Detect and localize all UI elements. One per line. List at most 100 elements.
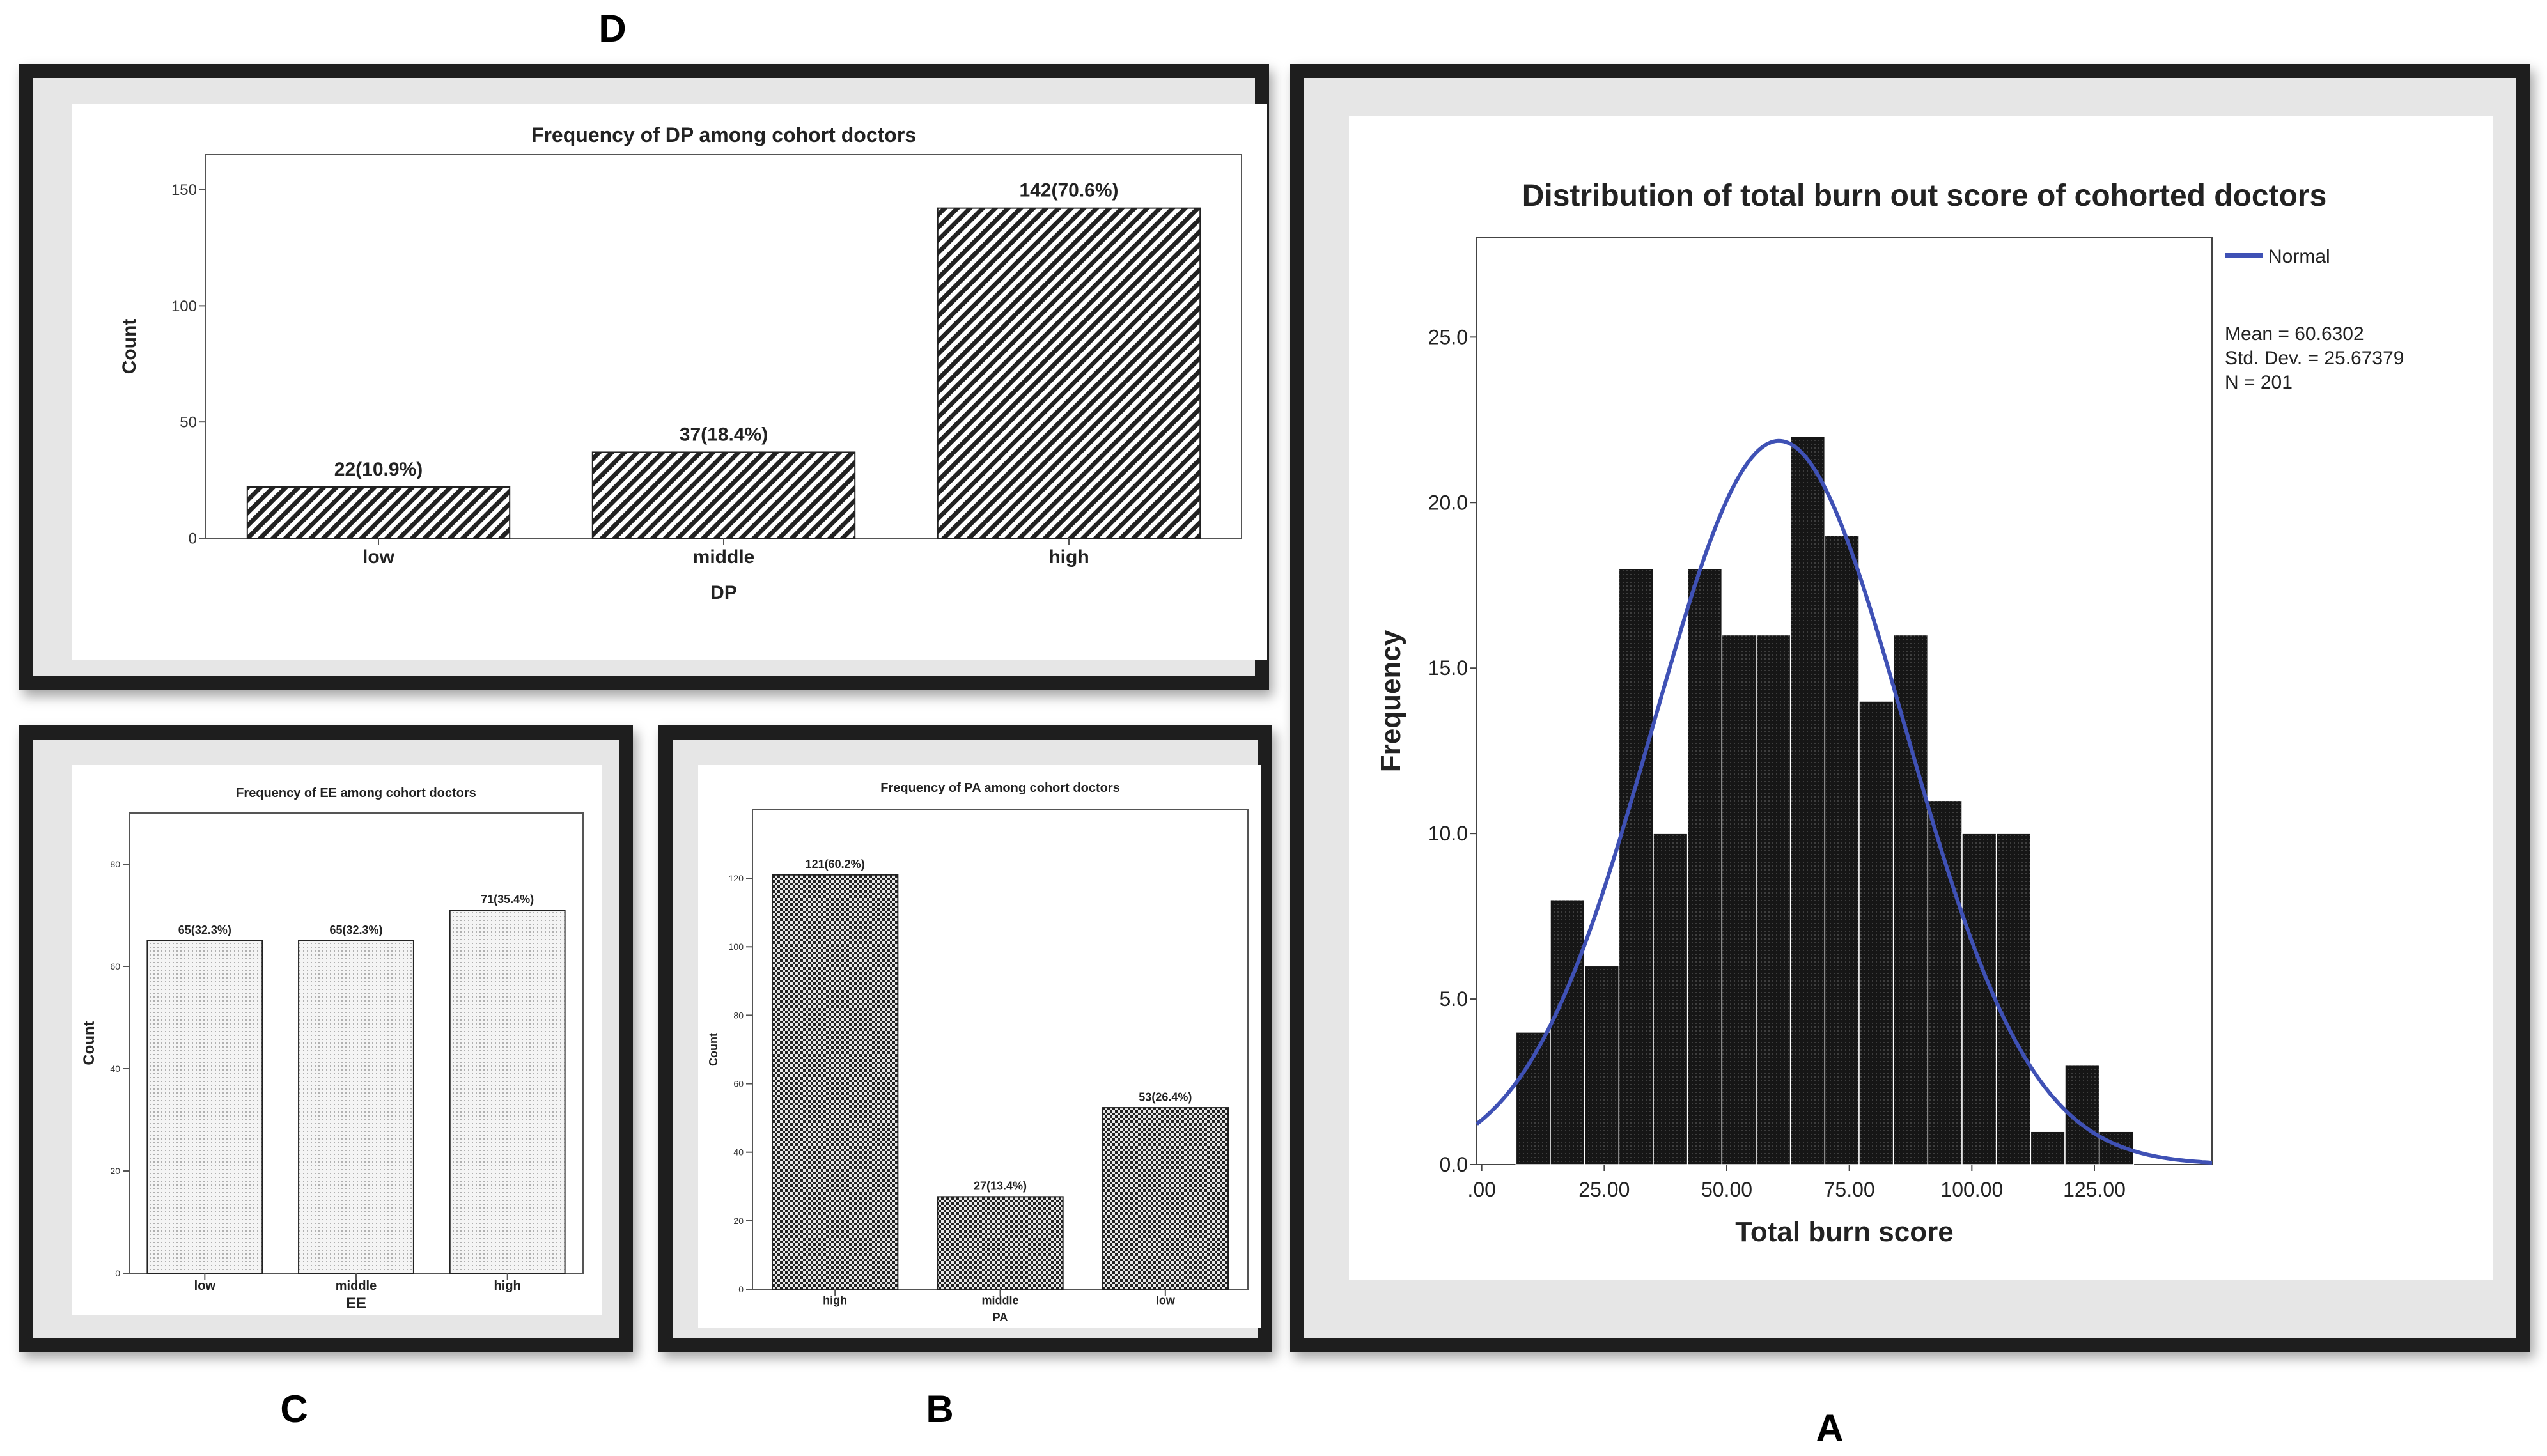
panel-c-plot-area: Frequency of EE among cohort doctors 0 20 4… — [72, 765, 602, 1315]
y-tick-label: 10.0 — [1428, 822, 1468, 845]
x-tick-label: low — [362, 546, 395, 568]
chart-c-title: Frequency of EE among cohort doctors — [236, 786, 476, 800]
data-label: 65(32.3%) — [329, 924, 382, 936]
bar-high — [449, 910, 566, 1274]
y-axis-label: Count — [707, 1033, 720, 1066]
stats-line: N = 201 — [2225, 372, 2293, 393]
x-axis-label: Total burn score — [1735, 1216, 1953, 1248]
y-tick-label: 50 — [180, 414, 197, 431]
y-tick-label: 15.0 — [1428, 656, 1468, 679]
bar-middle — [937, 1196, 1064, 1290]
y-tick-label: 80 — [110, 859, 120, 869]
x-tick-label: 100.00 — [1940, 1178, 2003, 1201]
y-tick-label: 5.0 — [1440, 987, 1468, 1011]
data-label: 22(10.9%) — [334, 459, 423, 480]
x-tick-label: middle — [336, 1279, 377, 1293]
bar-low — [1102, 1107, 1229, 1290]
y-tick-label: 20 — [733, 1216, 744, 1226]
y-tick-label: 150 — [171, 182, 197, 199]
histogram-bar — [1789, 435, 1826, 1165]
y-tick-label: 60 — [733, 1078, 744, 1088]
data-label: 142(70.6%) — [1019, 180, 1118, 201]
x-tick-label: 25.00 — [1578, 1178, 1630, 1201]
bar-low — [146, 940, 263, 1274]
panel-letter-a: A — [1816, 1407, 1844, 1450]
x-tick-label: .00 — [1467, 1178, 1495, 1201]
x-axis-label: PA — [993, 1311, 1008, 1324]
normal-curve — [1476, 438, 2213, 1165]
histogram-bar — [1995, 833, 2032, 1165]
y-tick-label: 60 — [110, 961, 120, 972]
y-tick-label: 20 — [110, 1166, 120, 1176]
y-tick-label: 25.0 — [1428, 325, 1468, 348]
x-axis-label: DP — [710, 582, 737, 603]
data-label: 53(26.4%) — [1139, 1090, 1192, 1103]
x-tick-label: middle — [981, 1294, 1018, 1306]
y-tick-label: 20.0 — [1428, 491, 1468, 514]
data-label: 37(18.4%) — [680, 424, 768, 445]
y-axis-label: Frequency — [1375, 630, 1406, 772]
x-axis-label: EE — [346, 1295, 366, 1312]
stats-line: Mean = 60.6302 — [2225, 323, 2364, 345]
histogram-bar — [1618, 568, 1654, 1165]
histogram-bar — [1515, 1032, 1551, 1165]
x-tick-label: high — [1048, 546, 1089, 568]
panel-b-plot-area: Frequency of PA among cohort doctors 0 20 4… — [698, 765, 1261, 1328]
y-tick-label: 40 — [110, 1064, 120, 1074]
chart-c: Frequency of EE among cohort doctors 0 20 4… — [81, 786, 584, 1312]
chart-d-title: Frequency of DP among cohort doctors — [531, 123, 916, 146]
x-tick-label: low — [194, 1279, 216, 1293]
y-tick-label: 0 — [115, 1268, 120, 1278]
histogram-bar — [1892, 634, 1929, 1165]
bar-high — [937, 207, 1201, 539]
y-axis-label: Count — [81, 1021, 98, 1065]
panel-d-frame: Frequency of DP among cohort doctors 0 50 1… — [19, 64, 1269, 690]
histogram-bar — [2030, 1131, 2066, 1165]
panel-a-plot-area: Distribution of total burn out score of … — [1349, 116, 2493, 1280]
bar-high — [772, 874, 899, 1290]
y-tick-label: 0 — [189, 530, 197, 547]
panel-letter-d: D — [598, 7, 627, 50]
data-label: 121(60.2%) — [806, 858, 865, 871]
histogram-bar — [1824, 535, 1860, 1165]
panel-c-frame: Frequency of EE among cohort doctors 0 20 4… — [19, 725, 633, 1352]
data-label: 71(35.4%) — [481, 893, 534, 906]
legend-normal-label: Normal — [2268, 246, 2330, 267]
chart-a: Distribution of total burn out score of … — [1375, 179, 2404, 1248]
bar-middle — [591, 451, 856, 539]
y-tick-label: 100 — [729, 941, 744, 952]
histogram-bar — [1756, 634, 1791, 1165]
y-tick-label: 40 — [733, 1147, 744, 1158]
y-tick-label: 0.0 — [1440, 1153, 1468, 1176]
x-tick-label: high — [494, 1279, 521, 1293]
histogram-bar — [1653, 833, 1688, 1165]
x-tick-label: middle — [693, 546, 755, 568]
histogram-bar — [1858, 701, 1894, 1165]
y-tick-label: 0 — [738, 1284, 744, 1294]
panel-letter-b: B — [926, 1388, 954, 1430]
panel-b-frame: Frequency of PA among cohort doctors 0 20 4… — [658, 725, 1272, 1352]
x-tick-label: 75.00 — [1824, 1178, 1875, 1201]
histogram-bar — [1961, 833, 1997, 1165]
panel-d-plot-area: Frequency of DP among cohort doctors 0 50 1… — [72, 104, 1267, 660]
histogram-bar — [1721, 634, 1757, 1165]
bar-low — [246, 486, 511, 539]
panel-letter-c: C — [280, 1388, 308, 1430]
histogram-bar — [1686, 568, 1723, 1165]
data-label: 65(32.3%) — [178, 924, 231, 936]
y-axis-label: Count — [119, 319, 140, 375]
y-tick-label: 80 — [733, 1010, 744, 1020]
x-tick-label: low — [1156, 1294, 1176, 1306]
y-tick-label: 120 — [729, 873, 744, 883]
chart-b: Frequency of PA among cohort doctors 0 20 4… — [707, 781, 1249, 1324]
x-tick-label: high — [823, 1294, 847, 1306]
data-label: 27(13.4%) — [974, 1180, 1027, 1193]
x-tick-label: 125.00 — [2063, 1178, 2126, 1201]
stats-line: Std. Dev. = 25.67379 — [2225, 348, 2404, 369]
chart-a-title: Distribution of total burn out score of … — [1522, 179, 2327, 213]
histogram-bar — [1584, 965, 1620, 1165]
panel-a-frame: Distribution of total burn out score of … — [1290, 64, 2530, 1352]
chart-d: Frequency of DP among cohort doctors 0 50 1… — [119, 123, 1242, 603]
histogram-bar — [1550, 899, 1585, 1165]
chart-b-title: Frequency of PA among cohort doctors — [880, 781, 1119, 795]
